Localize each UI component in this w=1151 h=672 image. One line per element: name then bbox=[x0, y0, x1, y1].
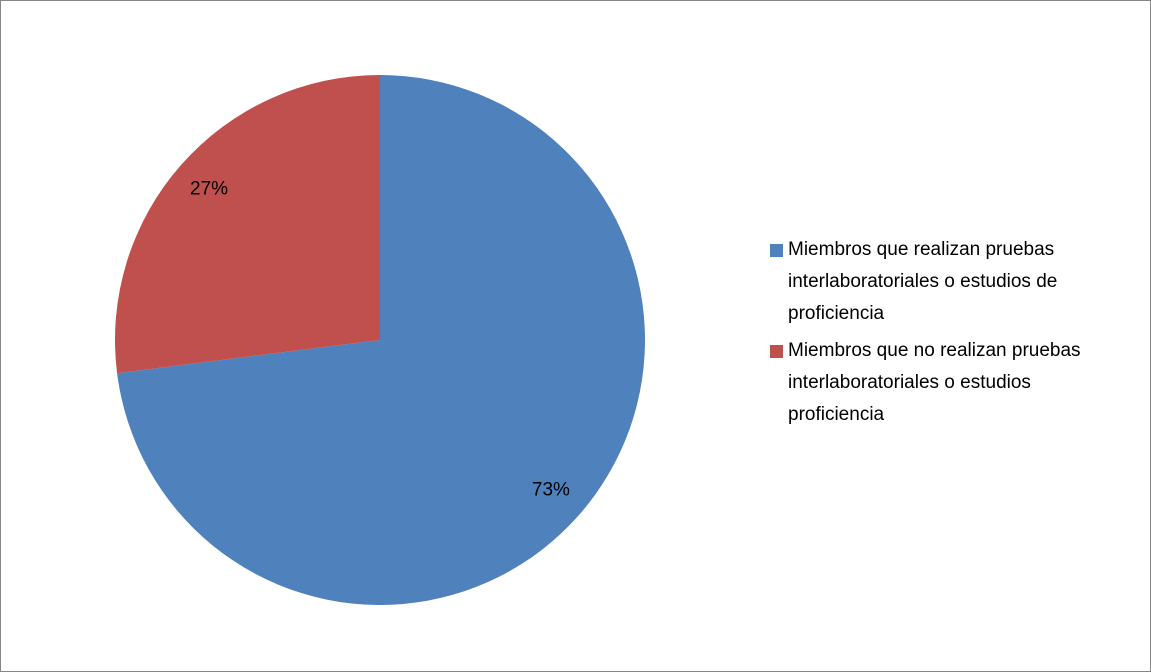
pie-slice bbox=[117, 75, 645, 605]
legend-item: Miembros que no realizan pruebas interla… bbox=[770, 335, 1110, 431]
pie-slice bbox=[114, 75, 380, 374]
legend-item: Miembros que realizan pruebas interlabor… bbox=[770, 234, 1110, 330]
legend-label: Miembros que realizan pruebas interlabor… bbox=[788, 239, 1068, 324]
data-label: 73% bbox=[532, 480, 570, 501]
legend-swatch bbox=[770, 345, 783, 358]
data-label: 27% bbox=[190, 178, 228, 199]
legend-label: Miembros que no realizan pruebas interla… bbox=[788, 340, 1086, 425]
legend-swatch bbox=[770, 244, 783, 257]
